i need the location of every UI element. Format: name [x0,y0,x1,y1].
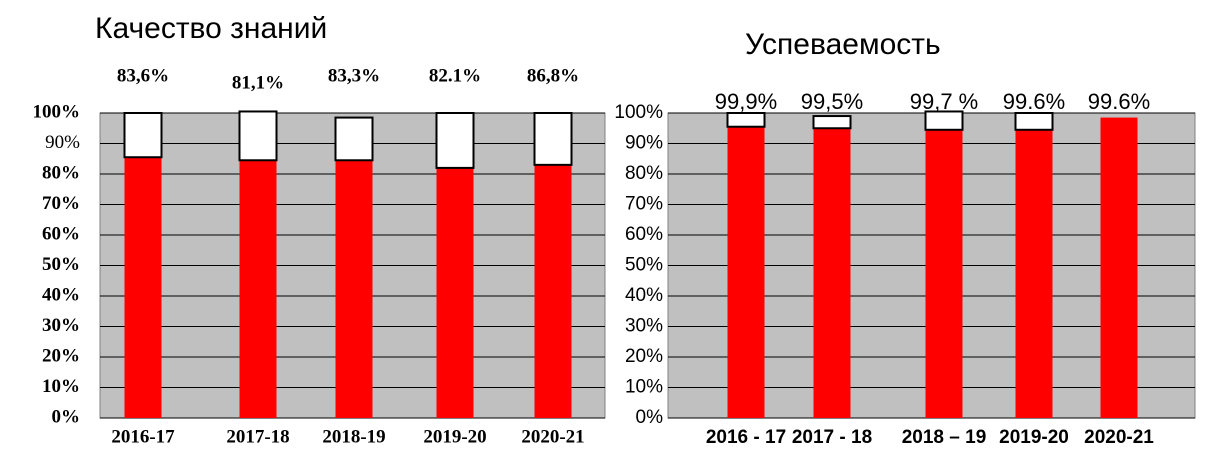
bar-segment [1100,117,1138,418]
y-tick-label: 10% [625,377,663,398]
x-tick-label: 2016 - 17 [706,427,786,448]
y-tick-label: 80% [42,162,80,183]
y-tick-label: 100% [33,101,81,122]
bar-segment [533,112,573,166]
data-label: 82.1% [429,65,481,86]
bar-segment [727,126,765,418]
chart-title: Успеваемость [745,28,941,61]
y-tick-label: 30% [625,316,663,337]
y-tick-label: 60% [625,224,663,245]
x-tick-label: 2019-20 [999,427,1069,448]
y-tick-label: 40% [42,284,80,305]
y-tick-label: 90% [625,133,663,154]
bar-segment [238,110,278,162]
data-label: 99.6% [1088,89,1150,114]
x-tick-label: 2019-20 [423,426,486,447]
bar-segment [1014,112,1054,131]
y-tick-label: 10% [42,376,80,397]
bar-segment [924,110,964,131]
data-label: 83,3% [328,65,380,86]
y-tick-label: 70% [42,193,80,214]
data-label: 86,8% [527,65,579,86]
y-tick-label: 50% [42,254,80,275]
x-tick-label: 2020-21 [1084,427,1154,448]
data-label: 83,6% [117,65,169,86]
y-tick-label: 50% [625,255,663,276]
bar-segment [726,112,766,128]
x-tick-label: 2020-21 [521,426,584,447]
chart-title: Качество знаний [95,12,327,45]
x-tick-label: 2017-18 [226,426,289,447]
y-tick-label: 60% [42,223,80,244]
bar-segment [334,116,374,162]
y-tick-label: 80% [625,163,663,184]
data-label: 99,9% [715,89,777,114]
bar-segment [123,112,163,159]
y-tick-label: 70% [625,194,663,215]
x-tick-label: 2017 - 18 [792,427,872,448]
y-tick-label: 100% [614,102,663,123]
y-tick-label: 20% [42,345,80,366]
y-tick-label: 30% [42,315,80,336]
bar-segment [813,128,851,418]
data-label: 99,5% [801,89,863,114]
y-tick-label: 0% [636,407,664,428]
bar-segment [436,167,474,418]
bar-segment [1015,129,1053,418]
bar-segment [534,164,572,418]
bar-segment [335,160,373,418]
y-tick-label: 20% [625,346,663,367]
data-label: 99.6% [1003,89,1065,114]
data-label: 81,1% [232,72,284,93]
x-tick-label: 2018-19 [322,426,385,447]
data-label: 99,7 % [910,89,979,114]
bar-segment [435,112,475,169]
x-tick-label: 2016-17 [111,426,175,447]
y-tick-label: 0% [52,406,81,427]
bar-segment [925,129,963,418]
bar-segment [239,160,277,418]
y-tick-label: 40% [625,285,663,306]
bar-segment [812,115,852,130]
x-tick-label: 2018 – 19 [902,427,987,448]
y-tick-label: 90% [45,132,80,153]
bar-segment [124,157,162,418]
